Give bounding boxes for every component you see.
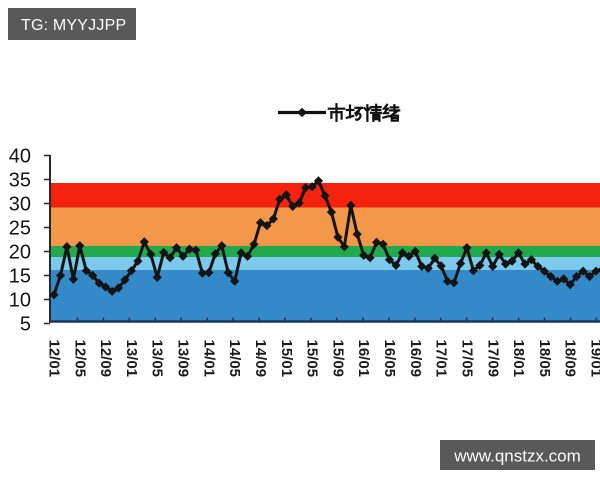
svg-text:18/09: 18/09: [562, 340, 579, 378]
svg-text:35: 35: [9, 170, 31, 192]
svg-text:19/01: 19/01: [588, 340, 600, 378]
svg-text:10: 10: [9, 290, 31, 312]
svg-text:17/01: 17/01: [433, 340, 450, 378]
svg-text:17/09: 17/09: [484, 340, 501, 378]
svg-text:18/05: 18/05: [536, 340, 553, 378]
svg-text:13/01: 13/01: [123, 340, 140, 378]
svg-text:13/09: 13/09: [175, 340, 192, 378]
svg-text:15: 15: [9, 266, 31, 288]
svg-text:16/01: 16/01: [355, 340, 372, 378]
svg-text:12/01: 12/01: [46, 340, 63, 378]
svg-text:30: 30: [9, 194, 31, 216]
svg-text:14/01: 14/01: [200, 340, 217, 378]
svg-text:16/09: 16/09: [407, 340, 424, 378]
svg-text:www.qnstzx.com: www.qnstzx.com: [453, 447, 581, 466]
svg-text:14/05: 14/05: [226, 340, 243, 378]
svg-text:13/05: 13/05: [149, 340, 166, 378]
svg-text:15/05: 15/05: [304, 340, 321, 378]
svg-text:5: 5: [20, 314, 31, 336]
svg-text:20: 20: [9, 242, 31, 264]
svg-text:16/05: 16/05: [381, 340, 398, 378]
svg-text:18/01: 18/01: [510, 340, 527, 378]
svg-text:25: 25: [9, 218, 31, 240]
svg-text:12/09: 12/09: [97, 340, 114, 378]
svg-text:15/01: 15/01: [278, 340, 295, 378]
svg-text:17/05: 17/05: [459, 340, 476, 378]
svg-text:14/09: 14/09: [252, 340, 269, 378]
svg-text:TG: MYYJJPP: TG: MYYJJPP: [21, 17, 126, 34]
svg-text:40: 40: [9, 146, 31, 168]
svg-text:12/05: 12/05: [71, 340, 88, 378]
svg-text:15/09: 15/09: [329, 340, 346, 378]
